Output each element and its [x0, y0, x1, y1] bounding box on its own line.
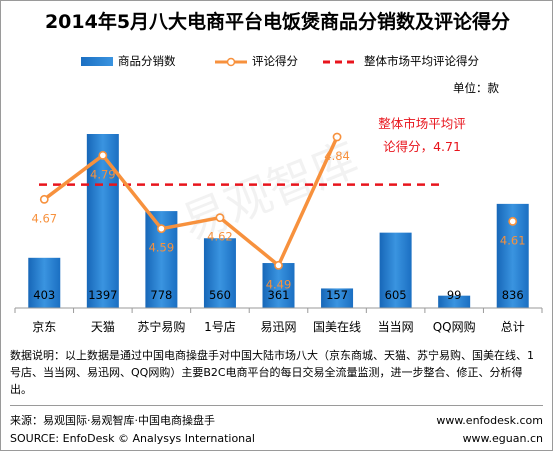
bar-value-label-8: 836 — [502, 288, 524, 302]
bar-4 — [262, 263, 295, 308]
x-ticks — [14, 308, 543, 313]
category-label-6: 当当网 — [378, 320, 414, 334]
score-label-4: 4.49 — [266, 277, 292, 291]
data-note: 数据说明：以上数据是通过中国电商操盘手对中国大陆市场八大（京东商城、天猫、苏宁易… — [10, 349, 534, 396]
bars-layer — [28, 134, 529, 308]
legend-avg-label: 整体市场平均评论得分 — [364, 54, 479, 68]
score-label-2: 4.59 — [149, 241, 175, 255]
avg-annotation-line2: 论得分，4.71 — [383, 139, 461, 154]
bar-value-label-0: 403 — [33, 288, 55, 302]
avg-annotation: 整体市场平均评论得分，4.71 — [378, 116, 466, 154]
score-label-3: 4.62 — [207, 230, 233, 244]
bar-value-label-5: 157 — [326, 288, 348, 302]
category-labels: 京东 天猫 苏宁易购 1号店 易迅网 国美在线 当当网 QQ网购 总计 — [32, 319, 524, 334]
category-label-2: 苏宁易购 — [137, 319, 185, 334]
score-line-segment-0 — [43, 136, 339, 268]
bar-value-label-2: 778 — [150, 288, 172, 302]
bar-5 — [321, 288, 354, 308]
footer-url-eguan: www.eguan.cn — [462, 432, 543, 445]
category-label-1: 天猫 — [91, 320, 115, 334]
bar-value-label-4: 361 — [268, 288, 290, 302]
legend-item-bars: 商品分销数 — [81, 53, 176, 69]
bar-3 — [203, 238, 236, 308]
category-label-7: QQ网购 — [433, 319, 476, 334]
legend-bars-label: 商品分销数 — [118, 54, 176, 68]
footer-source-en: SOURCE: EnfoDesk © Analysys Internationa… — [10, 432, 255, 445]
category-label-5: 国美在线 — [313, 320, 361, 334]
bar-1 — [86, 134, 119, 308]
score-point-4 — [274, 260, 283, 270]
score-point-2 — [156, 224, 166, 234]
legend-item-avg: 整体市场平均评论得分 — [322, 53, 479, 69]
footer-url-enfodesk: www.enfodesk.com — [436, 414, 543, 427]
category-label-8: 总计 — [501, 320, 525, 334]
legend-item-line: 评论得分 — [214, 53, 298, 69]
legend: 商品分销数 评论得分 整体市场平均评论得分 — [1, 53, 552, 71]
score-label-5: 4.84 — [324, 149, 350, 163]
bar-value-label-7: 99 — [447, 288, 462, 302]
bar-value-label-6: 605 — [385, 288, 407, 302]
legend-avg-swatch — [323, 60, 359, 63]
bar-value-label-1: 1397 — [88, 288, 117, 302]
category-label-4: 易迅网 — [260, 320, 296, 334]
bar-0 — [28, 257, 61, 308]
score-point-1 — [98, 150, 108, 160]
bar-value-labels: 403 1397 778 560 361 157 605 99 836 — [33, 288, 523, 302]
bar-value-label-3: 560 — [209, 288, 231, 302]
unit-label: 单位：款 — [453, 81, 499, 95]
legend-line-label: 评论得分 — [252, 54, 298, 68]
bar-7 — [438, 295, 471, 308]
chart-plot: 易观智库 403 1397 778 560 361 157 605 99 836 4.674.7… — [14, 116, 543, 334]
score-label-0: 4.67 — [31, 211, 57, 225]
legend-bar-swatch — [81, 57, 113, 66]
category-label-0: 京东 — [32, 320, 56, 334]
score-point-3 — [215, 213, 225, 223]
footer-source-cn: 来源：易观国际·易观智库·中国电商操盘手 — [10, 414, 215, 427]
category-label-3: 1号店 — [204, 320, 236, 334]
footer-divider — [10, 405, 543, 406]
legend-line-swatch — [215, 57, 247, 66]
score-point-5 — [332, 132, 342, 142]
score-point-0 — [39, 194, 49, 204]
score-point-8 — [508, 216, 518, 226]
score-line-layer: 4.67 4.79 4.59 4.62 4.49 4.84 4.61 — [31, 132, 526, 291]
avg-annotation-line1: 整体市场平均评 — [378, 116, 466, 131]
score-label-1: 4.79 — [90, 167, 116, 181]
chart-title: 2014年5月八大电商平台电饭煲商品分销数及评论得分 — [44, 11, 511, 33]
bar-6 — [379, 232, 412, 308]
score-label-8: 4.61 — [500, 233, 526, 247]
